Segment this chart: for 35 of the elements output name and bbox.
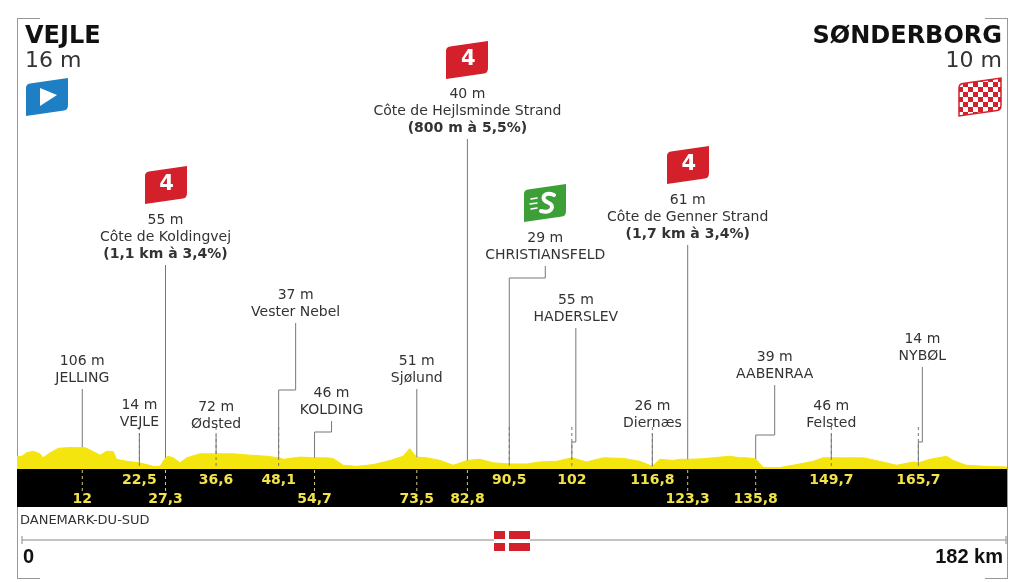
annotation: 123,3	[665, 489, 710, 506]
annotation: 4 55 m Côte de Koldingvej (1,1 km à 3,4%)	[99, 171, 232, 261]
annotation: 106 m JELLING	[54, 351, 110, 385]
annotation: 14 m NYBØL	[898, 329, 947, 363]
annotation: 54,7	[297, 489, 332, 506]
annotation: 4 40 m Côte de Hejlsminde Strand (800 m à 5,5%)	[373, 46, 562, 135]
annotation: 135,8	[733, 489, 778, 506]
annotation: 55 m HADERSLEV	[533, 290, 619, 324]
annotation: 39 m AABENRAA	[736, 347, 814, 381]
x-tick-label: 149,7	[809, 470, 854, 487]
annotation: 51 m Sjølund	[390, 351, 443, 385]
annotation: 27,3	[148, 489, 183, 506]
annotation: 4 61 m Côte de Genner Strand (1,7 km à 3,4%)	[607, 151, 769, 241]
x-tick-label: 116,8	[630, 470, 675, 487]
x-tick-label: 22,5	[122, 470, 157, 487]
annotation: 46 m KOLDING	[299, 383, 364, 417]
text: DANEMARK-DU-SUD	[20, 512, 150, 528]
annotation: 82,8	[450, 489, 485, 506]
annotation: 14 m VEJLE	[119, 395, 159, 429]
annotation: 26 m Diernæs	[622, 396, 682, 430]
x-tick-label: 102	[557, 470, 587, 487]
annotation: 37 m Vester Nebel	[251, 285, 341, 319]
annotation: 12	[72, 489, 93, 506]
annotation: 73,5	[399, 489, 435, 506]
x-tick-label: 48,1	[261, 470, 296, 487]
x-tick-label: 165,7	[896, 470, 941, 487]
text: 182 km	[935, 544, 1003, 567]
text: VEJLE 16 m	[25, 21, 101, 72]
x-tick-label: 90,5	[492, 470, 527, 487]
text: SØNDERBORG 10 m	[812, 21, 1002, 72]
annotation: 72 m Ødsted	[190, 397, 242, 431]
text: 0	[23, 544, 35, 567]
annotation: 46 m Felsted	[806, 396, 857, 430]
x-tick-label: 36,6	[198, 470, 234, 487]
annotation: 29 m CHRISTIANSFELD	[485, 228, 606, 262]
